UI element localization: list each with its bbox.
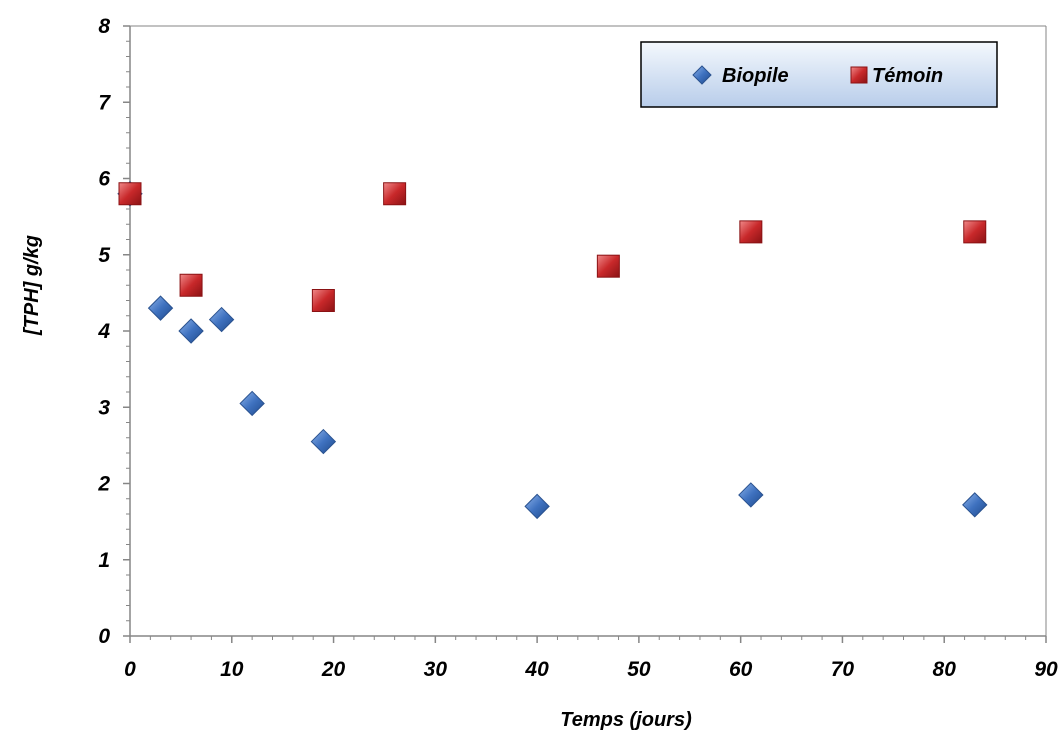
x-tick-label-8: 80 <box>933 658 957 681</box>
point-biopile-6 <box>524 493 550 520</box>
x-tick-label-4: 40 <box>524 658 549 681</box>
point-temoin-0 <box>118 182 142 206</box>
point-biopile-5 <box>310 428 337 455</box>
y-tick-label-6: 6 <box>98 168 110 191</box>
x-tick-label-2: 20 <box>321 658 346 681</box>
legend-marker-temoin <box>850 66 868 84</box>
x-tick-label-6: 60 <box>729 658 753 681</box>
x-tick-label-7: 70 <box>831 658 855 681</box>
y-tick-label-2: 2 <box>97 473 110 496</box>
data-points <box>117 181 988 520</box>
point-temoin-3 <box>383 182 407 206</box>
y-tick-label-8: 8 <box>98 15 110 38</box>
legend-label-biopile: Biopile <box>722 65 789 87</box>
point-biopile-7 <box>738 482 764 508</box>
y-axis-title: [TPH] g/kg <box>21 235 43 336</box>
legend: Biopile Témoin <box>640 41 998 108</box>
x-tick-label-1: 10 <box>220 658 244 681</box>
x-tick-label-5: 50 <box>627 658 651 681</box>
legend-marker-biopile <box>692 65 712 85</box>
x-tick-label-9: 90 <box>1034 658 1058 681</box>
point-biopile-1 <box>147 295 174 321</box>
x-tick-label-3: 30 <box>424 658 448 681</box>
y-tick-label-4: 4 <box>97 320 110 343</box>
point-biopile-8 <box>962 492 988 518</box>
point-temoin-2 <box>311 289 335 312</box>
point-temoin-4 <box>596 254 620 278</box>
y-tick-label-3: 3 <box>98 396 110 419</box>
point-biopile-4 <box>239 390 265 417</box>
axes <box>129 25 1047 637</box>
legend-label-temoin: Témoin <box>872 65 943 87</box>
y-tick-label-0: 0 <box>98 625 110 648</box>
point-biopile-2 <box>178 318 204 344</box>
y-tick-label-7: 7 <box>98 91 111 114</box>
point-temoin-5 <box>739 220 763 244</box>
point-biopile-3 <box>208 306 235 333</box>
y-tick-label-5: 5 <box>98 244 110 267</box>
point-temoin-1 <box>179 273 203 297</box>
point-temoin-6 <box>963 220 987 244</box>
y-tick-label-1: 1 <box>98 549 110 572</box>
x-axis-title: Temps (jours) <box>560 709 692 731</box>
x-tick-label-0: 0 <box>124 658 136 681</box>
ticks <box>123 25 1047 643</box>
